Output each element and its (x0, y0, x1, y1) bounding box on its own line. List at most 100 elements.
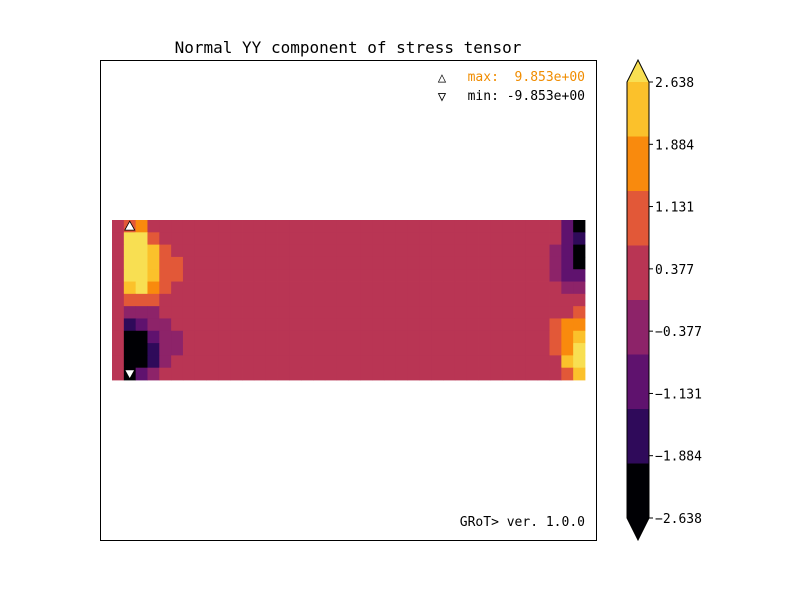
heatmap-cell (206, 343, 219, 356)
heatmap-cell (265, 269, 278, 282)
heatmap-cell (454, 330, 468, 344)
heatmap-cell (242, 281, 255, 295)
heatmap-cell (313, 232, 326, 246)
heatmap-cell (112, 281, 125, 295)
heatmap-cell (289, 318, 302, 332)
heatmap-cell (313, 355, 326, 369)
heatmap-cell (395, 220, 409, 233)
heatmap-cell (549, 306, 562, 319)
heatmap-cell (135, 281, 148, 295)
heatmap-cell (372, 330, 385, 344)
heatmap-cell (135, 269, 148, 282)
heatmap-cell (112, 367, 125, 381)
heatmap-cell (206, 220, 219, 233)
heatmap-cell (182, 220, 196, 233)
heatmap-cell (171, 318, 184, 332)
heatmap-cell (466, 343, 479, 356)
heatmap-cell (502, 367, 515, 381)
heatmap-cell (407, 220, 420, 233)
heatmap-cell (182, 293, 196, 307)
heatmap-cell (419, 244, 432, 258)
heatmap-cell (348, 318, 361, 332)
heatmap-cell (230, 281, 243, 295)
heatmap-cell (112, 293, 125, 307)
heatmap-cell (253, 269, 267, 282)
heatmap-cell (383, 318, 397, 332)
heatmap-cell (443, 343, 456, 356)
heatmap-cell (313, 330, 326, 344)
heatmap-cell (549, 281, 562, 295)
heatmap-cell (537, 306, 550, 319)
heatmap-cell (277, 330, 290, 344)
heatmap-cell (135, 330, 148, 344)
heatmap-cell (573, 343, 586, 356)
heatmap-cell (466, 355, 479, 369)
colorbar-tick-label: −2.638 (655, 512, 702, 527)
heatmap-cell (561, 355, 574, 369)
heatmap-cell (525, 367, 539, 381)
heatmap-cell (573, 306, 586, 319)
heatmap-cell (525, 330, 539, 344)
heatmap-cell (230, 355, 243, 369)
heatmap-cell (159, 232, 172, 246)
heatmap-cell (514, 367, 527, 381)
heatmap-cell (348, 281, 361, 295)
heatmap-cell (147, 244, 160, 258)
heatmap-cell (159, 355, 172, 369)
heatmap-cell (324, 220, 338, 233)
heatmap-cell (265, 355, 278, 369)
heatmap-cell (561, 367, 574, 381)
heatmap-cell (171, 281, 184, 295)
heatmap-cell (182, 244, 196, 258)
heatmap-cell (253, 220, 267, 233)
heatmap-cell (395, 318, 409, 332)
heatmap-cell (324, 256, 338, 270)
heatmap-cell (525, 355, 539, 369)
heatmap-cell (265, 306, 278, 319)
heatmap-cell (490, 269, 503, 282)
heatmap-cell (336, 355, 349, 369)
heatmap-cell (490, 306, 503, 319)
heatmap-cell (478, 343, 491, 356)
heatmap-cell (466, 281, 479, 295)
heatmap-cell (265, 318, 278, 332)
heatmap-cell (407, 367, 420, 381)
heatmap-cell (372, 355, 385, 369)
heatmap-cell (336, 281, 349, 295)
heatmap-cell (454, 293, 468, 307)
heatmap-cell (218, 293, 231, 307)
heatmap-cell (242, 244, 255, 258)
heatmap-cell (514, 330, 527, 344)
heatmap-cell (383, 355, 397, 369)
heatmap-cell (360, 355, 373, 369)
heatmap-cell (253, 355, 267, 369)
heatmap-cell (336, 220, 349, 233)
heatmap-cell (395, 256, 409, 270)
heatmap-cell (277, 220, 290, 233)
heatmap-cell (478, 232, 491, 246)
colorbar-extend-min (627, 518, 649, 540)
heatmap-cell (313, 293, 326, 307)
heatmap-cell (537, 220, 550, 233)
heatmap-cell (123, 269, 137, 282)
heatmap-cell (443, 281, 456, 295)
heatmap-cell (360, 330, 373, 344)
heatmap-cell (289, 343, 302, 356)
heatmap-cell (561, 306, 574, 319)
heatmap-cell (159, 367, 172, 381)
heatmap-cell (206, 367, 219, 381)
heatmap-cell (478, 281, 491, 295)
heatmap-cell (525, 244, 539, 258)
heatmap-cell (313, 318, 326, 332)
heatmap-cell (383, 256, 397, 270)
heatmap-cell (360, 244, 373, 258)
colorbar (626, 58, 650, 542)
heatmap-cell (502, 330, 515, 344)
heatmap-cell (182, 318, 196, 332)
heatmap-cell (123, 318, 137, 332)
heatmap-cell (277, 281, 290, 295)
heatmap-cell (159, 220, 172, 233)
heatmap-cell (573, 220, 586, 233)
heatmap-cell (159, 306, 172, 319)
heatmap-cell (336, 306, 349, 319)
